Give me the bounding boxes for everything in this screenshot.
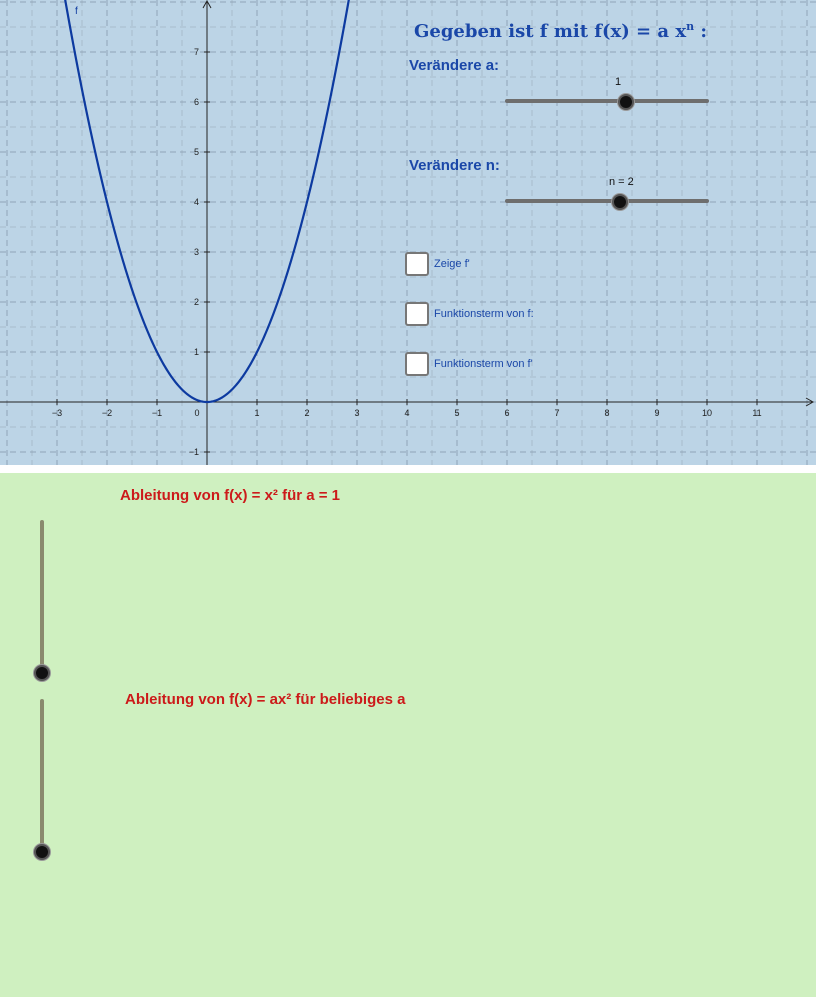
panel-divider [0, 465, 816, 473]
function-curve-f[interactable] [62, 0, 352, 404]
slider-n-label: Verändere n: [409, 157, 500, 174]
x-tick-label: 0 [194, 408, 199, 418]
function-label-f: f [75, 6, 78, 17]
x-tick-label: 4 [404, 408, 409, 418]
checkbox-term-derivative[interactable] [405, 352, 429, 376]
section1-slider-handle[interactable] [34, 665, 50, 681]
slider-n-track[interactable] [505, 199, 709, 203]
x-tick-label: 2 [304, 408, 309, 418]
x-tick-label: 7 [554, 408, 559, 418]
x-tick-label: 3 [354, 408, 359, 418]
title-prefix: Gegeben ist f mit f(x) = a x [414, 21, 687, 42]
graph-view[interactable]: −3 −2 −1 0 1 2 3 4 5 6 7 8 9 10 11 −1 1 2 3 4 5 6 7 f Gegeben … [0, 0, 816, 465]
x-tick-label: 1 [254, 408, 259, 418]
x-tick-label: 5 [454, 408, 459, 418]
title-exponent: n [686, 20, 695, 33]
y-tick-label: 6 [194, 97, 199, 107]
checkbox-term-derivative-label: Funktionsterm von f' [434, 358, 533, 370]
checkbox-row-show-derivative[interactable]: Zeige f' [405, 252, 470, 276]
section2-slider-handle[interactable] [34, 844, 50, 860]
checkbox-term-f-label: Funktionsterm von f: [434, 308, 534, 320]
y-axis-arrow [202, 0, 212, 9]
y-tick-label: −1 [189, 447, 199, 457]
y-tick-label: 5 [194, 147, 199, 157]
section1-title: Ableitung von f(x) = x² für a = 1 [120, 487, 341, 504]
x-tick-label: 6 [504, 408, 509, 418]
y-tick-label: 7 [194, 47, 199, 57]
x-axis-arrow [805, 397, 815, 407]
checkbox-show-derivative[interactable] [405, 252, 429, 276]
x-tick-label: 11 [752, 408, 761, 418]
y-tick-label: 1 [194, 347, 199, 357]
checkbox-show-derivative-label: Zeige f' [434, 258, 470, 270]
x-tick-label: −2 [102, 408, 112, 418]
y-tick-label: 2 [194, 297, 199, 307]
y-tick-label: 3 [194, 247, 199, 257]
derivation-panel: Ableitung von f(x) = x² für a = 1 Ableit… [0, 473, 816, 997]
slider-a-track[interactable] [505, 99, 709, 103]
checkbox-row-term-derivative[interactable]: Funktionsterm von f' [405, 352, 533, 376]
x-tick-label: 10 [702, 408, 712, 418]
slider-a-label: Verändere a: [409, 57, 500, 74]
x-tick-label: −3 [52, 408, 62, 418]
graph-title: Gegeben ist f mit f(x) = a xn : [414, 20, 707, 42]
title-suffix: : [694, 21, 707, 42]
checkbox-row-term-f[interactable]: Funktionsterm von f: [405, 302, 534, 326]
slider-a-handle[interactable] [618, 94, 634, 110]
section2-slider-track[interactable] [40, 699, 44, 851]
y-tick-label: 4 [194, 197, 199, 207]
slider-n-handle[interactable] [612, 194, 628, 210]
slider-n-value: n = 2 [609, 176, 634, 188]
x-tick-label: 8 [604, 408, 609, 418]
grid [0, 0, 816, 465]
x-tick-label: −1 [152, 408, 162, 418]
axes [0, 0, 815, 465]
section1-slider-track[interactable] [40, 520, 44, 672]
tick-labels: −3 −2 −1 0 1 2 3 4 5 6 7 8 9 10 11 −1 1 2 3 4 5 6 7 [52, 47, 762, 457]
x-tick-label: 9 [654, 408, 659, 418]
coordinate-system[interactable]: −3 −2 −1 0 1 2 3 4 5 6 7 8 9 10 11 −1 1 2 3 4 5 6 7 f [0, 0, 816, 465]
slider-a-value: 1 [615, 76, 622, 88]
checkbox-term-f[interactable] [405, 302, 429, 326]
section2-title: Ableitung von f(x) = ax² für beliebiges … [125, 691, 406, 708]
